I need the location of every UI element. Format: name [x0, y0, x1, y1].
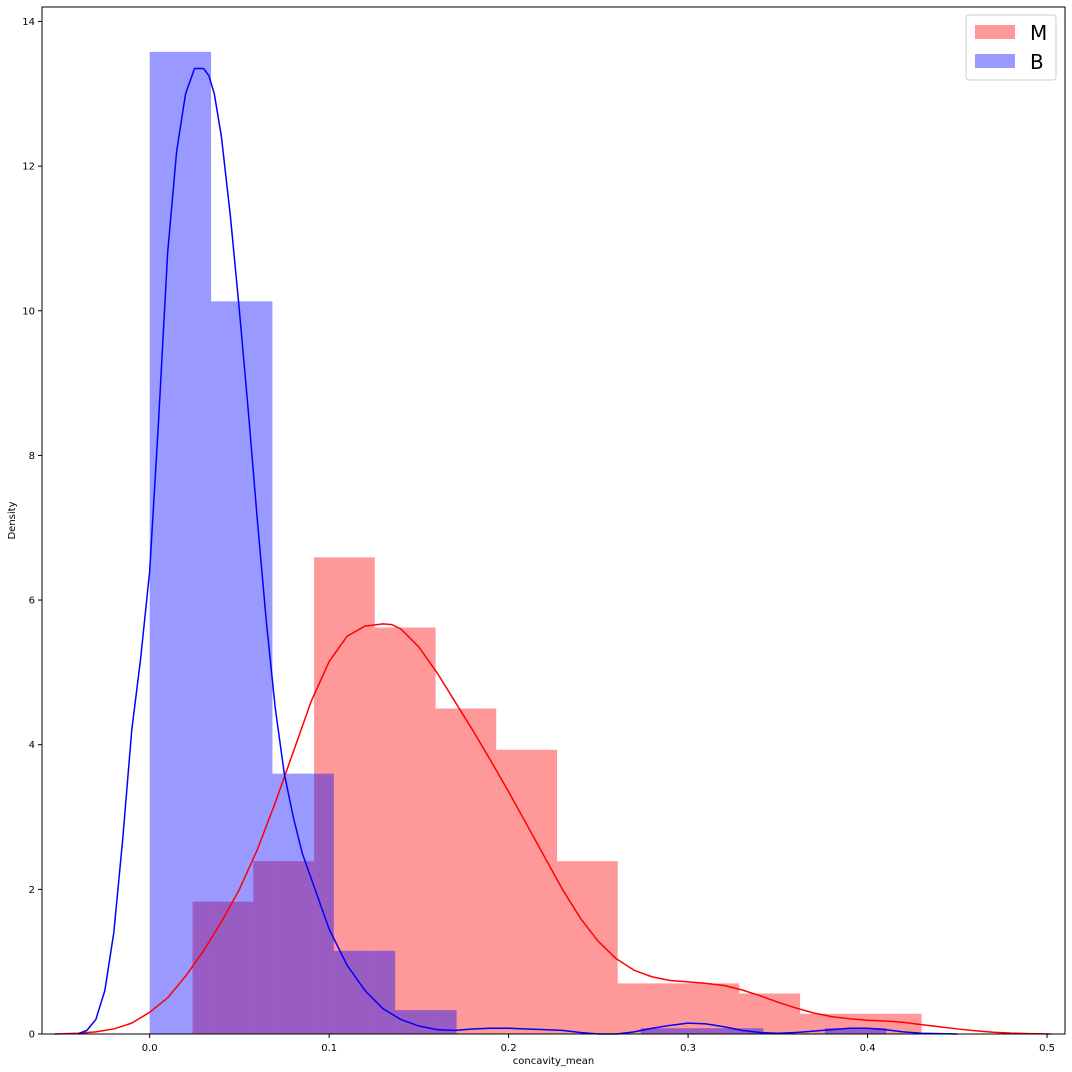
y-tick-label: 14	[22, 17, 35, 28]
x-tick-label: 0.3	[680, 1043, 696, 1054]
histogram-bars	[149, 51, 922, 1035]
legend-label-b: B	[1030, 50, 1044, 74]
y-tick-label: 2	[29, 885, 35, 896]
bar-b-3	[333, 950, 396, 1034]
bar-b-4	[395, 1010, 457, 1034]
x-tick-label: 0.0	[142, 1043, 158, 1054]
y-axis-label: Density	[7, 501, 18, 539]
bar-b-1	[211, 301, 273, 1034]
bar-b-8	[640, 1028, 703, 1034]
bar-m-1	[253, 861, 315, 1034]
bar-m-6	[557, 861, 618, 1034]
y-axis: 0 2 4 6 8 10 12 14	[22, 17, 42, 1041]
bar-b-2	[272, 773, 334, 1034]
kde-line-b	[77, 67, 958, 1035]
x-tick-label: 0.5	[1039, 1043, 1055, 1054]
bar-m-8	[678, 983, 740, 1034]
x-axis-label: concavity_mean	[513, 1056, 594, 1067]
bar-b-9	[702, 1028, 764, 1034]
bar-b-11	[824, 1028, 887, 1034]
y-tick-label: 6	[29, 596, 35, 607]
x-tick-label: 0.4	[860, 1043, 876, 1054]
bar-m-4	[435, 708, 497, 1034]
kde-line-m	[54, 623, 1051, 1035]
y-tick-label: 8	[29, 451, 35, 462]
legend-label-m: M	[1030, 21, 1047, 45]
bar-m-9	[739, 993, 801, 1034]
legend-swatch-m	[975, 25, 1015, 39]
bar-m-7	[617, 983, 679, 1034]
y-tick-label: 10	[22, 306, 35, 317]
x-tick-label: 0.2	[501, 1043, 517, 1054]
kde-curves	[54, 67, 1051, 1035]
legend-box	[965, 14, 1057, 81]
x-axis: 0.0 0.1 0.2 0.3 0.4 0.5	[142, 1034, 1055, 1054]
legend-swatch-b	[975, 54, 1015, 68]
bar-b-0	[149, 51, 212, 1035]
y-tick-label: 0	[29, 1030, 35, 1041]
plot-frame	[41, 6, 1066, 1035]
x-tick-label: 0.1	[321, 1043, 337, 1054]
legend: M B	[965, 14, 1057, 81]
bar-m-3	[374, 627, 436, 1034]
bar-m-5	[496, 749, 558, 1034]
bar-m-2	[314, 557, 375, 1034]
y-tick-label: 12	[22, 162, 35, 173]
y-tick-label: 4	[29, 740, 35, 751]
bar-m-0	[192, 901, 254, 1034]
